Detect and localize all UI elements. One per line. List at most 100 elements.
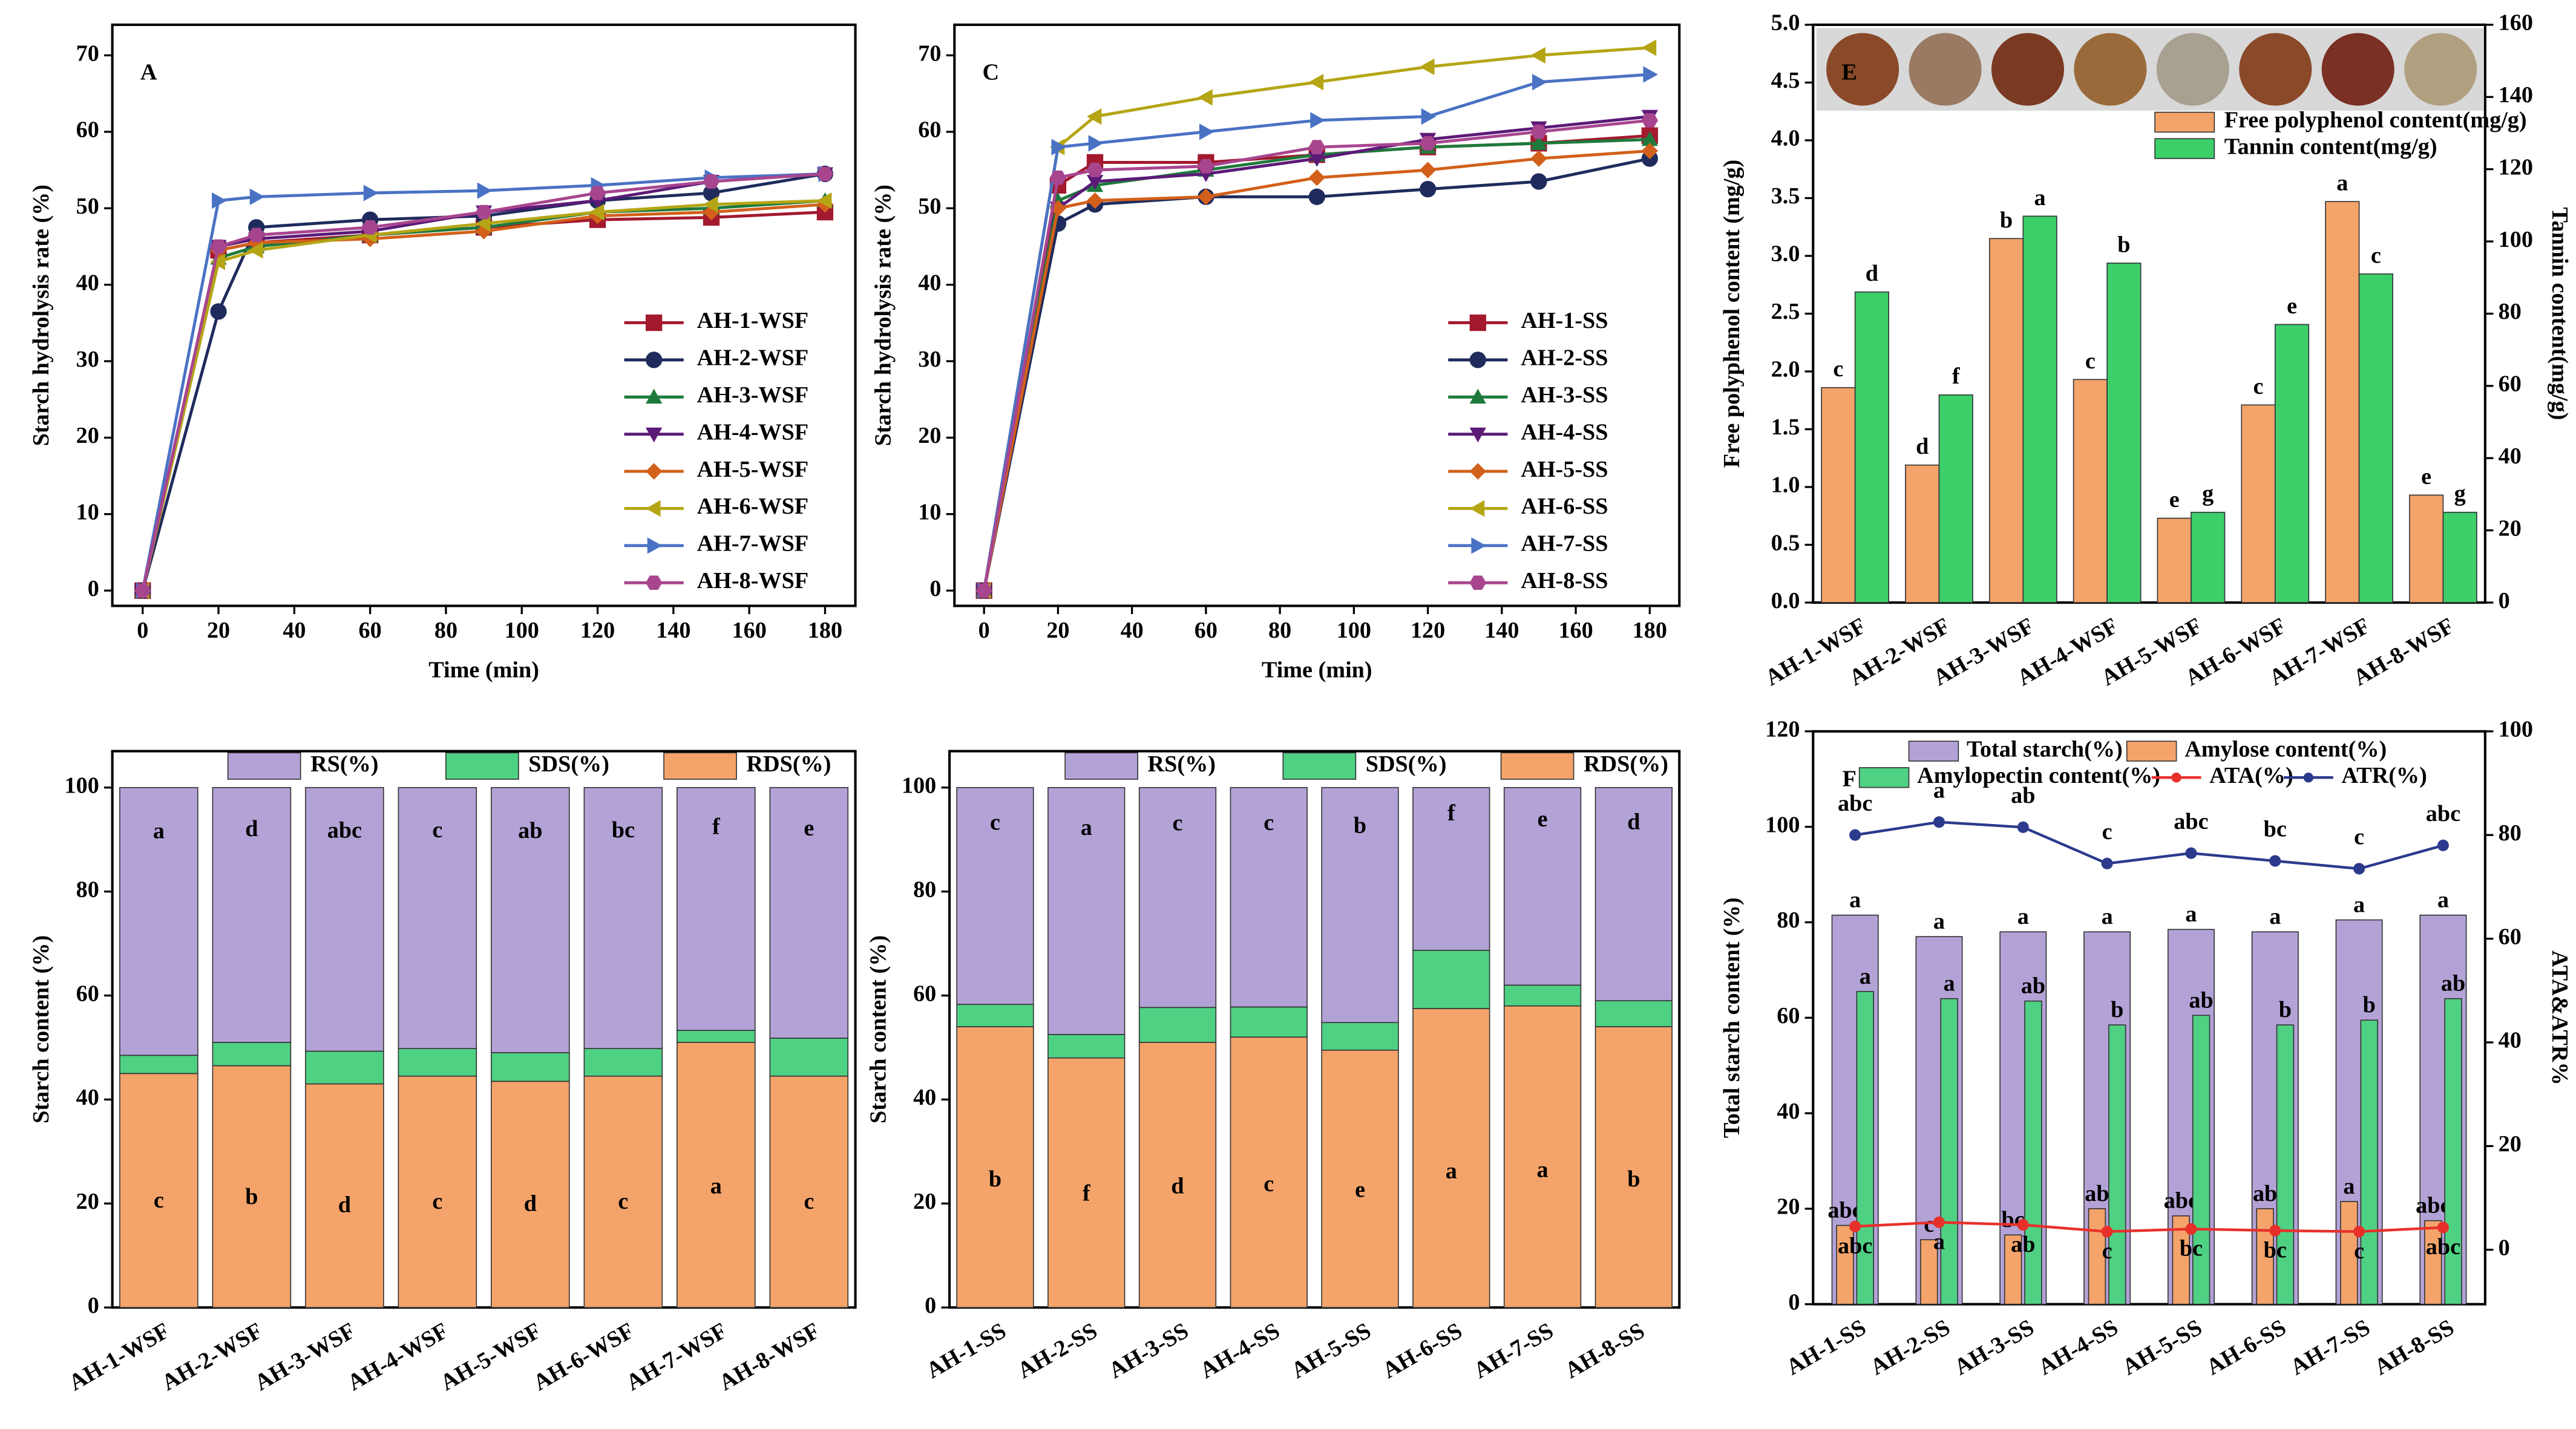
plot-frame — [1812, 730, 2486, 1306]
bar — [2276, 1024, 2295, 1305]
y2-tick-label: 100 — [2499, 227, 2533, 252]
bar-segment — [398, 1048, 477, 1077]
significance-letter: a — [2102, 904, 2113, 929]
y2-tick-label: 100 — [2499, 717, 2533, 742]
point — [2353, 863, 2365, 875]
bar — [1836, 1225, 1854, 1305]
y-tick-label: 60 — [918, 117, 941, 143]
x-tick-label: 80 — [434, 618, 457, 643]
y-tick-label: 70 — [918, 41, 941, 66]
significance-letter: b — [2000, 208, 2013, 233]
bar — [2022, 215, 2057, 603]
bar — [2088, 1208, 2106, 1305]
point — [477, 182, 493, 199]
plot-frame — [111, 23, 857, 607]
significance-letter: c — [2253, 374, 2264, 399]
significance-letter: a — [2185, 901, 2197, 927]
y2-tick-label: 40 — [2499, 1028, 2522, 1053]
significance-letter: e — [1538, 806, 1548, 832]
point — [2101, 857, 2113, 869]
significance-letter: abc — [1838, 791, 1872, 816]
significance-letter: e — [2287, 293, 2297, 319]
bar-segment — [212, 786, 292, 1043]
point — [1199, 123, 1214, 140]
significance-letter: c — [1924, 1212, 1934, 1237]
point — [816, 192, 832, 209]
y-tick-label: 20 — [918, 423, 941, 448]
legend-label: AH-5-SS — [1521, 457, 1608, 482]
point — [475, 215, 491, 232]
significance-letter: d — [1916, 434, 1929, 459]
significance-letter: ab — [2021, 973, 2045, 999]
x-tick-label: 140 — [656, 618, 690, 643]
point — [2437, 839, 2449, 851]
y-axis-label: Starch hydrolysis rate (%) — [28, 185, 54, 446]
panel-label: C — [983, 60, 1000, 85]
point — [2269, 1225, 2281, 1237]
legend-marker — [1469, 575, 1486, 590]
significance-letter: a — [1944, 971, 1955, 996]
point — [248, 227, 265, 243]
y-tick-label: 10 — [76, 500, 99, 525]
y-axis-label: Total starch content (%) — [1719, 897, 1745, 1138]
legend-label: RS(%) — [1148, 751, 1216, 777]
bar-segment — [1321, 786, 1399, 1024]
legend-label: SDS(%) — [528, 751, 609, 777]
bar-segment — [305, 1050, 384, 1085]
point — [1849, 829, 1861, 841]
point — [1198, 159, 1214, 174]
point — [1419, 181, 1437, 198]
y-tick-label: 60 — [1777, 1003, 1800, 1028]
legend-label: AH-7-SS — [1521, 531, 1608, 557]
x-tick-label: 100 — [505, 618, 539, 643]
bar — [2360, 1019, 2378, 1305]
x-axis-label: Time (min) — [1262, 657, 1372, 682]
point — [249, 188, 265, 205]
legend-swatch — [227, 752, 301, 780]
legend-label: ATR(%) — [2341, 763, 2427, 788]
panel-label: F — [1843, 766, 1857, 791]
bar-segment — [1047, 1034, 1126, 1059]
bar — [2358, 273, 2393, 603]
x-tick-label: 160 — [732, 618, 767, 643]
x-tick-label: 20 — [1046, 618, 1069, 643]
point — [703, 185, 720, 201]
significance-letter: c — [2085, 348, 2096, 374]
x-tick-label: AH-4-SS — [2034, 1315, 2122, 1381]
significance-letter: a — [1933, 909, 1945, 934]
significance-letter: a — [710, 1174, 722, 1199]
bar-segment — [956, 1004, 1034, 1027]
significance-letter: c — [2102, 819, 2112, 845]
series-line — [1855, 1221, 2443, 1233]
legend-swatch — [1282, 752, 1357, 780]
bar — [2340, 1201, 2358, 1305]
significance-letter: a — [2269, 904, 2281, 929]
legend-label: SDS(%) — [1366, 751, 1447, 777]
point — [2101, 1226, 2113, 1238]
point — [212, 192, 227, 209]
x-tick-label: AH-1-SS — [922, 1318, 1011, 1384]
legend-label: AH-3-WSF — [697, 382, 809, 408]
point — [2269, 855, 2281, 867]
y-tick-label: 40 — [918, 270, 941, 295]
y2-axis-label: ATA&ATR% — [2547, 950, 2572, 1085]
point — [1086, 175, 1104, 190]
x-tick-label: 40 — [1121, 618, 1144, 643]
y2-tick-label: 140 — [2499, 82, 2533, 108]
legend-swatch — [1500, 752, 1575, 780]
significance-letter: c — [2354, 1238, 2364, 1264]
y-tick-label: 20 — [76, 423, 99, 448]
legend-label: AH-5-WSF — [697, 457, 809, 482]
x-tick-label: 120 — [1411, 618, 1445, 643]
bar-segment — [1321, 1022, 1399, 1051]
y2-tick-label: 120 — [2499, 154, 2533, 180]
y-axis-label: Starch content (%) — [865, 935, 891, 1123]
significance-letter: c — [2371, 243, 2381, 268]
bar — [2444, 998, 2462, 1305]
legend-marker — [646, 352, 663, 368]
significance-letter: a — [1446, 1159, 1457, 1184]
x-tick-label: 120 — [580, 618, 615, 643]
bar-segment — [956, 786, 1034, 1005]
bar-segment — [1047, 786, 1126, 1035]
point — [1530, 125, 1547, 139]
